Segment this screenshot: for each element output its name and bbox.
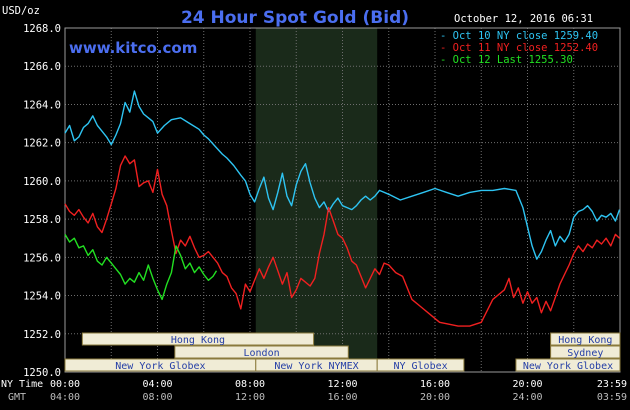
y-tick-label: 1268.0	[23, 23, 61, 35]
y-tick-label: 1262.0	[23, 138, 61, 150]
x-tick-label-gmt: 04:00	[50, 392, 80, 403]
series-line	[64, 234, 218, 301]
legend-entry-oct11: - Oct 11 NY close 1252.40	[440, 42, 598, 54]
y-tick-label: 1260.0	[23, 176, 61, 188]
series-line	[64, 155, 620, 327]
y-tick-label: 1252.0	[23, 329, 61, 341]
legend-entry-oct10: - Oct 10 NY close 1259.40	[440, 30, 598, 42]
session-label: New York Globex	[523, 361, 613, 372]
session-label: London	[244, 348, 280, 359]
session-box	[174, 345, 349, 359]
x-tick-label-gmt: 16:00	[327, 392, 357, 403]
session-box	[81, 332, 315, 346]
legend-label: Oct 10 NY close 1259.40	[453, 30, 598, 42]
y-tick-label: 1250.0	[23, 367, 61, 379]
y-tick-label: 1264.0	[23, 99, 61, 111]
legend-label: Oct 11 NY close 1252.40	[453, 42, 598, 54]
x-tick-label-ny: 20:00	[512, 379, 542, 390]
chart-grid	[64, 27, 621, 373]
legend-marker: -	[440, 54, 453, 66]
legend-marker: -	[440, 30, 453, 42]
x-tick-label-gmt: 24:00	[512, 392, 542, 403]
trading-sessions: Hong Kong Hong Kong London Sydney New York G…	[64, 332, 621, 372]
session-label: New York NYMEX	[274, 361, 358, 372]
x-tick-label-gmt: 03:59	[597, 392, 627, 403]
legend-label: Oct 12 Last 1255.30	[453, 54, 573, 66]
y-tick-label: 1256.0	[23, 252, 61, 264]
site-url: www.kitco.com	[69, 39, 197, 57]
session-box	[550, 345, 621, 359]
gmt-label: GMT	[8, 392, 26, 403]
ny-time-label: NY Time	[1, 379, 43, 390]
x-tick-label-ny: 12:00	[327, 379, 357, 390]
legend-entry-oct12: - Oct 12 Last 1255.30	[440, 54, 573, 66]
session-box	[376, 358, 465, 372]
session-label: New York Globex	[115, 361, 205, 372]
x-tick-label-ny: 08:00	[235, 379, 265, 390]
x-tick-label-gmt: 12:00	[235, 392, 265, 403]
x-tick-label-ny: 00:00	[50, 379, 80, 390]
chart-legend: - Oct 10 NY close 1259.40 - Oct 11 NY cl…	[440, 30, 598, 66]
x-tick-label-ny: 04:00	[142, 379, 172, 390]
y-axis-ticks: 1268.0 1266.0 1264.0 1262.0 1260.0 1258.0 1256…	[23, 23, 61, 379]
x-tick-label-ny: 16:00	[420, 379, 450, 390]
session-label: Sydney	[567, 348, 603, 359]
session-box	[550, 332, 621, 346]
series-line	[64, 90, 621, 260]
x-tick-label-ny: 23:59	[597, 379, 627, 390]
x-tick-label-gmt: 20:00	[420, 392, 450, 403]
chart-timestamp: October 12, 2016 06:31	[454, 13, 593, 25]
y-tick-label: 1258.0	[23, 214, 61, 226]
x-tick-label-gmt: 08:00	[142, 392, 172, 403]
legend-marker: -	[440, 42, 453, 54]
chart-title: 24 Hour Spot Gold (Bid)	[181, 8, 409, 28]
x-axis-ticks: 00:00 04:00 04:00 08:00 08:00 12:00 12:00 16:00…	[50, 379, 627, 403]
y-tick-label: 1266.0	[23, 61, 61, 73]
plot-frame	[64, 27, 621, 373]
session-label: Hong Kong	[558, 335, 612, 346]
y-tick-label: 1254.0	[23, 291, 61, 303]
series-lines	[64, 90, 621, 327]
session-label: Hong Kong	[171, 335, 225, 346]
session-box	[515, 358, 621, 372]
session-label: NY Globex	[393, 361, 447, 372]
y-axis-unit-label: USD/oz	[2, 5, 40, 17]
